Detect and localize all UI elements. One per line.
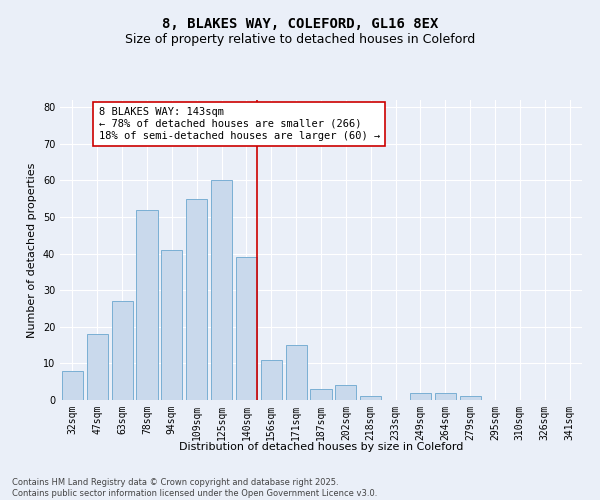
Bar [62,370,83,400]
Bar [435,392,456,400]
Text: Contains HM Land Registry data © Crown copyright and database right 2025.
Contai: Contains HM Land Registry data © Crown c… [12,478,377,498]
Bar [261,360,282,400]
Bar [360,396,381,400]
Bar [136,210,158,400]
Bar [335,386,356,400]
Bar [211,180,232,400]
Bar [87,334,108,400]
Text: Size of property relative to detached houses in Coleford: Size of property relative to detached ho… [125,32,475,46]
Bar [310,389,332,400]
Bar [410,392,431,400]
Text: Distribution of detached houses by size in Coleford: Distribution of detached houses by size … [179,442,463,452]
Text: 8, BLAKES WAY, COLEFORD, GL16 8EX: 8, BLAKES WAY, COLEFORD, GL16 8EX [162,18,438,32]
Bar [460,396,481,400]
Bar [161,250,182,400]
Bar [112,301,133,400]
Bar [186,199,207,400]
Text: 8 BLAKES WAY: 143sqm
← 78% of detached houses are smaller (266)
18% of semi-deta: 8 BLAKES WAY: 143sqm ← 78% of detached h… [98,108,380,140]
Y-axis label: Number of detached properties: Number of detached properties [27,162,37,338]
Bar [236,258,257,400]
Bar [286,345,307,400]
